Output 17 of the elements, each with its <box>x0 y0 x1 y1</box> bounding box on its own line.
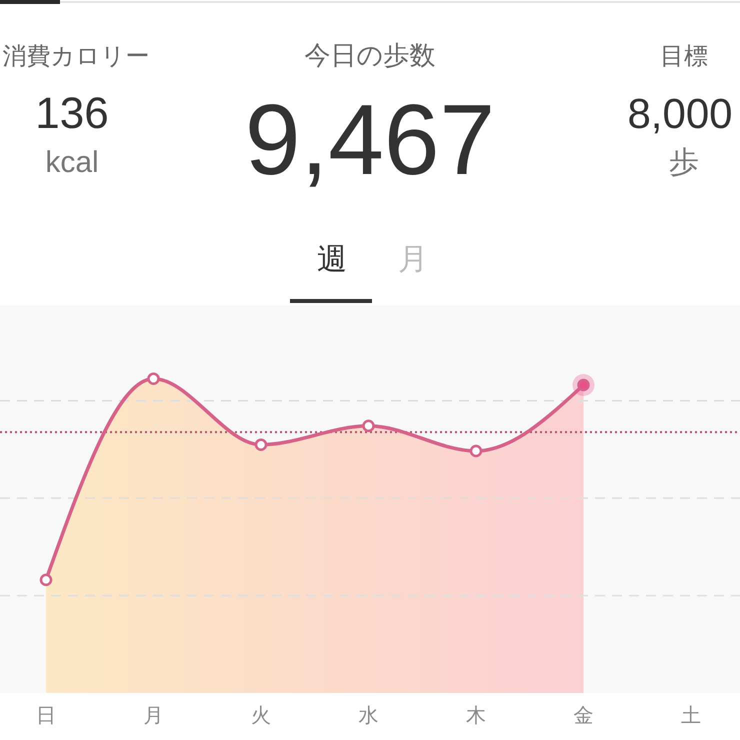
x-tick-label: 金 <box>574 705 594 727</box>
x-tick-label: 土 <box>681 705 701 727</box>
x-tick-label: 火 <box>251 705 271 727</box>
tab-label: 月 <box>398 243 428 276</box>
tab-label: 週 <box>317 243 347 276</box>
stat-value: 9,467 <box>244 84 496 196</box>
x-tick-label: 木 <box>466 705 486 727</box>
stat-value: 8,000 <box>627 90 733 137</box>
stat-unit: 歩 <box>669 146 699 179</box>
x-tick-label: 水 <box>358 705 378 727</box>
stat-value: 136 <box>35 89 109 138</box>
x-tick-label: 日 <box>36 705 56 727</box>
stat-label: 消費カロリー <box>2 43 150 70</box>
x-tick-label: 月 <box>144 705 164 727</box>
stat-label: 今日の歩数 <box>304 40 436 70</box>
stat-label: 目標 <box>660 43 708 70</box>
stat-unit: kcal <box>45 146 99 179</box>
